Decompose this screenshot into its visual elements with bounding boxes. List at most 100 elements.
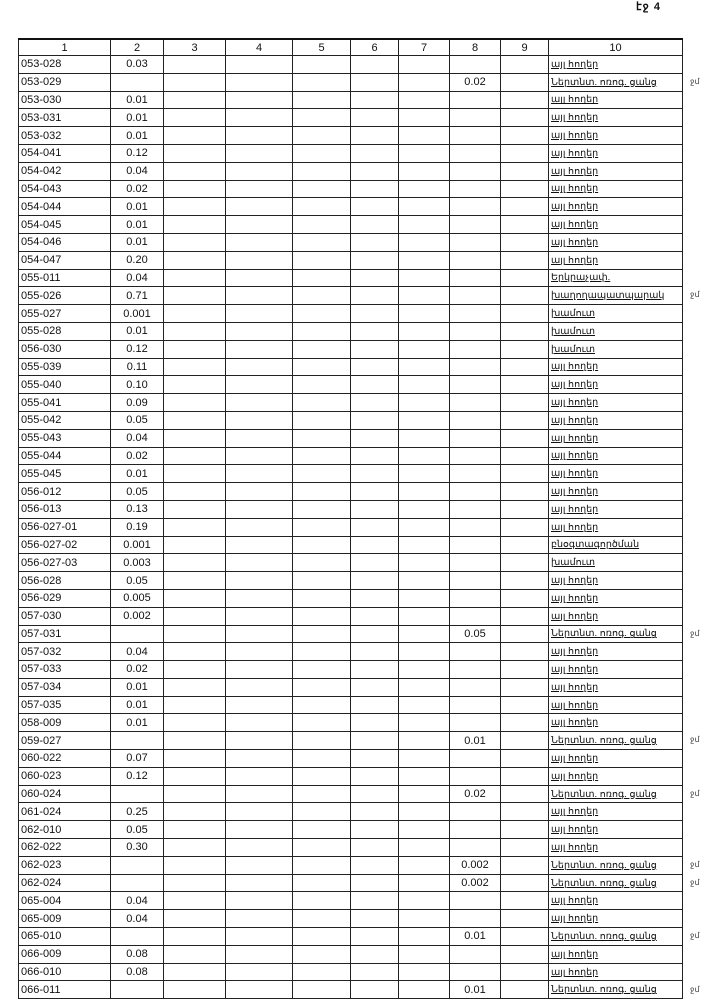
area-cell — [110, 624, 164, 644]
land-type-cell: այլ հողեր — [548, 464, 683, 484]
table-row: 055-027 0.001 խամուտ — [18, 304, 683, 323]
empty-cell — [350, 375, 399, 395]
parcel-id-cell: 055-045 — [18, 464, 111, 484]
table-row: 058-009 0.01 այլ հողեր — [18, 713, 683, 733]
network-area-cell — [449, 55, 501, 74]
parcel-id-cell: 062-010 — [18, 820, 111, 840]
empty-cell — [350, 731, 399, 751]
land-type-cell: Ներտնտ. ոռոգ. ցանց — [548, 927, 683, 946]
parcel-id-cell: 066-010 — [18, 962, 111, 982]
empty-cell — [350, 535, 399, 555]
empty-cell — [292, 749, 351, 768]
area-cell: 0.01 — [110, 108, 164, 128]
land-type-cell: խամուտ — [548, 321, 683, 341]
parcel-id-cell: 057-035 — [18, 695, 111, 715]
empty-cell — [500, 624, 549, 644]
land-type-cell: այլ հողեր — [548, 766, 683, 786]
parcel-id-cell: 054-046 — [18, 232, 111, 252]
empty-cell — [225, 517, 293, 537]
empty-cell — [398, 980, 450, 1000]
land-type-cell: այլ հողեր — [548, 143, 683, 163]
empty-cell — [350, 215, 399, 234]
empty-cell — [292, 962, 351, 982]
land-type-cell: այլ հողեր — [548, 642, 683, 662]
empty-cell — [225, 197, 293, 217]
empty-cell — [292, 357, 351, 377]
area-cell: 0.01 — [110, 197, 164, 217]
empty-cell — [225, 838, 293, 857]
land-type-cell: այլ հողեր — [548, 713, 683, 733]
empty-cell — [163, 891, 226, 911]
empty-cell — [163, 143, 226, 163]
land-parcel-table: 1 2 3 4 5 6 7 8 9 10 053-028 0.03 այլ հողե… — [18, 38, 683, 1000]
empty-cell — [292, 677, 351, 697]
land-type-cell: Ներտնտ. ոռոգ. ցանց — [548, 980, 683, 1000]
empty-cell — [350, 553, 399, 573]
area-cell: 0.01 — [110, 215, 164, 234]
empty-cell — [225, 944, 293, 964]
parcel-id-cell: 055-044 — [18, 446, 111, 466]
parcel-id-cell: 066-011 — [18, 980, 111, 1000]
area-cell: 0.30 — [110, 838, 164, 857]
parcel-id-cell: 060-023 — [18, 766, 111, 786]
margin-note: ջմ — [690, 931, 700, 941]
empty-cell — [350, 517, 399, 537]
empty-cell — [500, 428, 549, 448]
land-type-cell: խամուտ — [548, 339, 683, 359]
parcel-id-cell: 054-041 — [18, 143, 111, 163]
empty-cell — [500, 339, 549, 359]
empty-cell — [163, 446, 226, 466]
empty-cell — [500, 446, 549, 466]
margin-note: ջմ — [690, 984, 700, 994]
network-area-cell — [449, 232, 501, 252]
empty-cell — [225, 535, 293, 555]
network-area-cell — [449, 517, 501, 537]
empty-cell — [350, 482, 399, 501]
empty-cell — [500, 766, 549, 786]
parcel-id-cell: 057-033 — [18, 660, 111, 679]
area-cell: 0.01 — [110, 713, 164, 733]
table-row: 057-032 0.04 այլ հողեր — [18, 642, 683, 662]
parcel-id-cell: 055-040 — [18, 375, 111, 395]
land-type-cell: Ներտնտ. ոռոգ. ցանց — [548, 855, 683, 875]
empty-cell — [225, 873, 293, 893]
area-cell: 0.04 — [110, 642, 164, 662]
empty-cell — [350, 55, 399, 74]
empty-cell — [350, 606, 399, 626]
empty-cell — [398, 410, 450, 430]
empty-cell — [398, 250, 450, 270]
area-cell: 0.07 — [110, 749, 164, 768]
empty-cell — [292, 820, 351, 840]
table-row: 054-043 0.02 այլ հողեր — [18, 179, 683, 199]
empty-cell — [398, 464, 450, 484]
empty-cell — [292, 766, 351, 786]
empty-cell — [225, 571, 293, 590]
empty-cell — [350, 179, 399, 199]
table-row: 055-045 0.01 այլ հողեր — [18, 464, 683, 484]
network-area-cell — [449, 304, 501, 323]
area-cell: 0.02 — [110, 179, 164, 199]
table-row: 054-044 0.01 այլ հողեր — [18, 197, 683, 217]
empty-cell — [500, 304, 549, 323]
parcel-id-cell: 055-042 — [18, 410, 111, 430]
empty-cell — [500, 927, 549, 946]
parcel-id-cell: 062-024 — [18, 873, 111, 893]
network-area-cell — [449, 962, 501, 982]
empty-cell — [225, 268, 293, 288]
table-row: 054-041 0.12 այլ հողեր — [18, 143, 683, 163]
empty-cell — [292, 713, 351, 733]
empty-cell — [398, 713, 450, 733]
land-type-cell: Ներտնտ. ոռոգ. ցանց — [548, 72, 683, 92]
network-area-cell — [449, 802, 501, 822]
parcel-id-cell: 053-029 — [18, 72, 111, 92]
parcel-id-cell: 061-024 — [18, 802, 111, 822]
area-cell: 0.19 — [110, 517, 164, 537]
network-area-cell — [449, 571, 501, 590]
area-cell: 0.08 — [110, 962, 164, 982]
empty-cell — [163, 944, 226, 964]
empty-cell — [163, 55, 226, 74]
empty-cell — [500, 909, 549, 929]
table-row: 054-047 0.20 այլ հողեր — [18, 250, 683, 270]
area-cell: 0.05 — [110, 410, 164, 430]
empty-cell — [163, 108, 226, 128]
